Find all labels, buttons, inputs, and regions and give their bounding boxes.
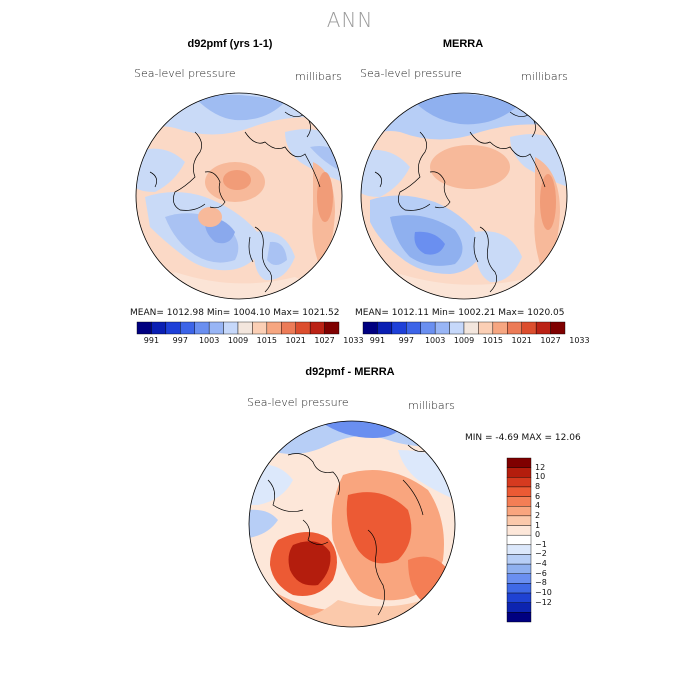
colorbar-swatch: [506, 515, 532, 526]
colorbar-tick-label: 997: [172, 336, 188, 345]
colorbar-swatch: [506, 583, 532, 594]
colorbar-ticks-merra: 991 997 1003 1009 1015 1021 1027 1033: [363, 336, 590, 348]
colorbar-swatch: [492, 321, 508, 335]
colorbar-tick-label: 991: [143, 336, 160, 345]
colorbar-swatch: [507, 321, 522, 335]
colorbar-tick-label: 997: [398, 336, 414, 345]
colorbar-tick-label: 1: [535, 520, 541, 530]
colorbar-swatch: [506, 563, 532, 574]
panel-title-model: d92pmf (yrs 1-1): [187, 38, 273, 50]
colorbar-tick-label: 1033: [569, 336, 590, 345]
colorbar-tick-label: 1027: [540, 336, 561, 345]
colorbar-swatch: [136, 321, 152, 335]
colorbar-tick-label: 1015: [482, 336, 504, 345]
colorbar-swatch: [252, 321, 268, 335]
colorbar-swatch: [506, 457, 532, 468]
colorbar-swatch: [521, 321, 537, 335]
panel-title-merra: MERRA: [442, 38, 484, 50]
colorbar-tick-label: 1009: [227, 336, 249, 345]
colorbar-swatch: [550, 321, 566, 335]
colorbar-absolute-merra: [362, 321, 566, 335]
colorbar-tick-label: −4: [535, 559, 547, 569]
colorbar-swatch: [377, 321, 393, 335]
colorbar-swatch: [506, 467, 532, 478]
panel-variable-label: Sea-level pressure: [134, 67, 236, 80]
colorbar-swatch: [478, 321, 494, 335]
colorbar-swatch: [506, 525, 532, 536]
colorbar-swatch: [406, 321, 421, 335]
colorbar-swatch: [463, 321, 479, 335]
colorbar-swatch: [309, 321, 325, 335]
colorbar-swatch: [223, 321, 239, 335]
colorbar-swatch: [449, 321, 465, 335]
page-title: ANN: [326, 8, 374, 32]
polar-map-merra: [360, 92, 568, 300]
colorbar-swatch: [208, 321, 224, 335]
panel-variable-label: Sea-level pressure: [247, 396, 349, 409]
colorbar-tick-label: −6: [535, 568, 547, 578]
polar-map-model: [135, 92, 343, 300]
colorbar-swatch: [506, 544, 532, 555]
colorbar-swatch: [506, 612, 532, 623]
colorbar-swatch: [281, 321, 296, 335]
colorbar-swatch: [506, 534, 532, 546]
colorbar-swatch: [506, 592, 532, 603]
colorbar-swatch: [165, 321, 181, 335]
colorbar-tick-label: 8: [535, 481, 541, 491]
colorbar-tick-label: 1009: [453, 336, 475, 345]
colorbar-tick-label: 10: [535, 472, 546, 482]
polar-map-difference: [248, 420, 456, 628]
colorbar-tick-label: 1027: [314, 336, 335, 345]
colorbar-ticks-model: 991 997 1003 1009 1015 1021 1027 1033: [137, 336, 364, 348]
colorbar-tick-label: −8: [535, 578, 547, 588]
colorbar-swatch: [420, 321, 436, 335]
colorbar-swatch: [434, 321, 450, 335]
colorbar-swatch: [324, 321, 340, 335]
colorbar-tick-label: 1021: [285, 336, 306, 345]
colorbar-swatch: [362, 321, 378, 335]
colorbar-difference: [506, 457, 532, 623]
colorbar-tick-label: 2: [535, 510, 541, 520]
colorbar-tick-label: 1021: [511, 336, 532, 345]
panel-units-label: millibars: [295, 70, 342, 83]
colorbar-swatch: [295, 321, 311, 335]
colorbar-tick-label: −1: [535, 539, 547, 549]
colorbar-swatch: [266, 321, 282, 335]
colorbar-tick-label: 1033: [343, 336, 364, 345]
panel-stats: MEAN= 1012.11 Min= 1002.21 Max= 1020.05: [355, 308, 565, 318]
colorbar-swatch: [151, 321, 167, 335]
colorbar-absolute-model: [136, 321, 340, 335]
colorbar-swatch: [506, 486, 532, 497]
colorbar-swatch: [391, 321, 407, 335]
colorbar-ticks-difference: 12 10 8 6 4 2 1 0 −1 −2 −4 −6 −8 −10 −12: [535, 458, 575, 622]
colorbar-swatch: [535, 321, 551, 335]
colorbar-swatch: [180, 321, 195, 335]
colorbar-tick-label: −10: [535, 588, 552, 598]
colorbar-swatch: [506, 573, 532, 584]
colorbar-swatch: [506, 602, 532, 613]
colorbar-tick-label: −12: [535, 597, 552, 607]
colorbar-tick-label: 12: [535, 462, 546, 472]
panel-title-difference: d92pmf - MERRA: [305, 366, 395, 378]
colorbar-swatch: [237, 321, 253, 335]
colorbar-tick-label: 1015: [256, 336, 278, 345]
difference-min-max: MIN = -4.69 MAX = 12.06: [465, 433, 581, 443]
colorbar-tick-label: −2: [535, 549, 547, 559]
panel-units-label: millibars: [521, 70, 568, 83]
panel-variable-label: Sea-level pressure: [360, 67, 462, 80]
colorbar-swatch: [506, 496, 532, 507]
colorbar-tick-label: 1003: [424, 336, 446, 345]
colorbar-tick-label: 991: [369, 336, 386, 345]
colorbar-tick-label: 1003: [198, 336, 220, 345]
colorbar-tick-label: 0: [535, 530, 541, 540]
colorbar-swatch: [194, 321, 210, 335]
panel-stats: MEAN= 1012.98 Min= 1004.10 Max= 1021.52: [130, 308, 340, 318]
colorbar-tick-label: 4: [535, 501, 541, 511]
colorbar-tick-label: 6: [535, 491, 541, 501]
colorbar-swatch: [506, 477, 532, 488]
colorbar-swatch: [506, 554, 532, 565]
panel-units-label: millibars: [408, 399, 455, 412]
colorbar-swatch: [506, 506, 532, 517]
